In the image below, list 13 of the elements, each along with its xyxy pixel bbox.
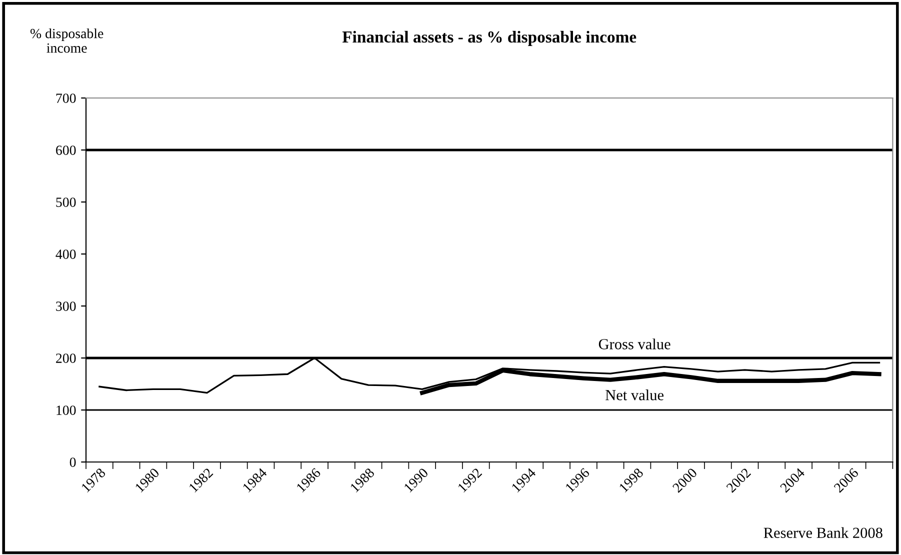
text: Reserve Bank 2008 xyxy=(764,527,882,538)
y-tick-label: 600 xyxy=(56,146,76,155)
chart-title: Financial assets - as % disposable income xyxy=(342,30,636,46)
annotation: Net value xyxy=(606,390,664,400)
y-tick-label: 0 xyxy=(70,458,76,467)
y-axis-title: % disposable income xyxy=(30,28,104,53)
y-tick-label: 100 xyxy=(56,406,76,415)
y-tick-label: 500 xyxy=(56,198,76,207)
y-tick-label: 400 xyxy=(56,250,76,259)
annotation: Gross value xyxy=(598,338,670,350)
y-tick-label: 200 xyxy=(56,354,76,363)
y-tick-label: 700 xyxy=(56,94,76,103)
y-tick-label: 300 xyxy=(56,302,76,311)
